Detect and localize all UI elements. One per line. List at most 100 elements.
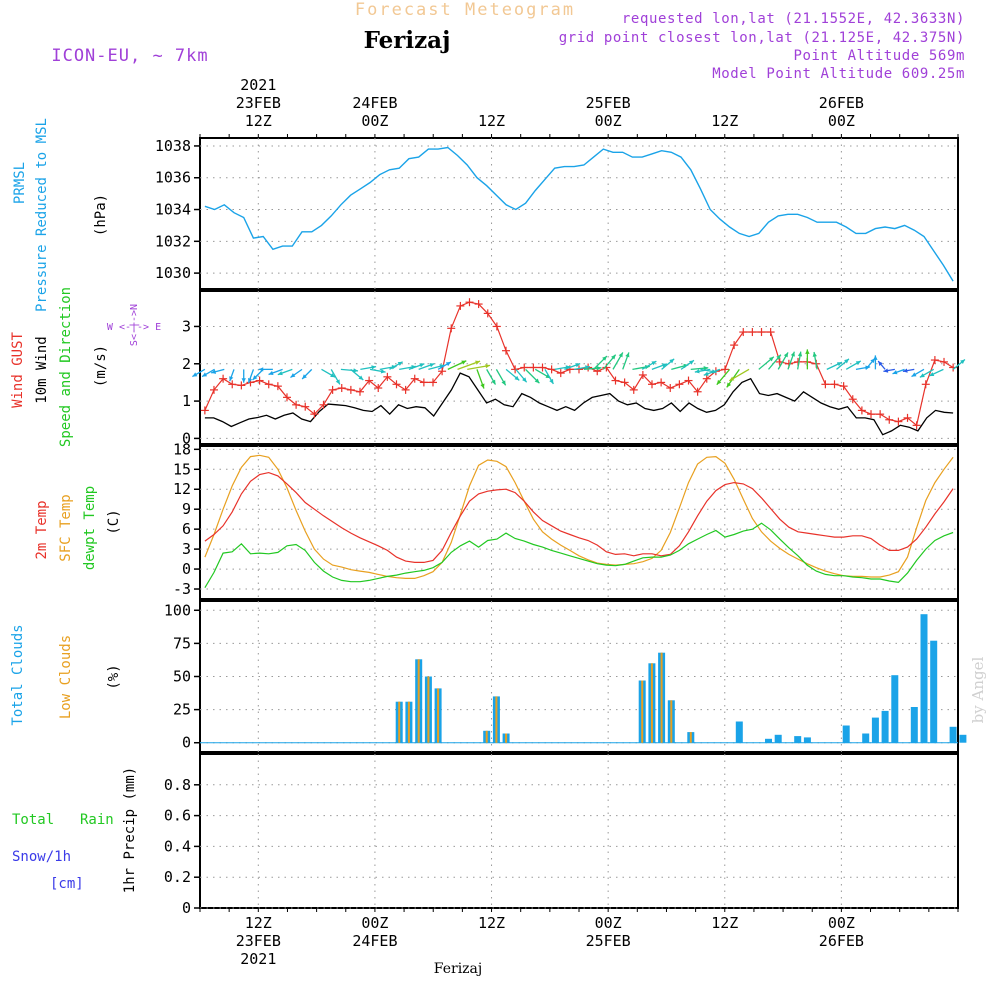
top-time-label: 00Z: [361, 112, 388, 130]
total-cloud-bar: [891, 675, 899, 743]
gust-marker: [346, 385, 355, 394]
compass-ns: S<-|->N: [129, 304, 140, 346]
low-cloud-bar: [660, 652, 663, 743]
y-tick-label: 12: [173, 480, 191, 498]
y-tick-label: 3: [182, 317, 191, 335]
y-tick-label: 1036: [155, 169, 191, 187]
wind-arrow: [805, 349, 810, 370]
gust-marker: [702, 374, 711, 383]
wind-arrow: [873, 355, 878, 370]
low-cloud-bar: [427, 676, 430, 743]
gust-marker: [255, 376, 264, 385]
y-tick-label: 0.4: [164, 837, 191, 855]
gust-marker: [465, 298, 474, 307]
total-cloud-bar: [881, 710, 889, 743]
gust-marker: [438, 367, 447, 376]
gust-marker: [930, 356, 939, 365]
gust-marker: [821, 380, 830, 389]
wind-arrow: [690, 366, 709, 371]
gust-marker: [529, 363, 538, 372]
total-cloud-bar: [774, 734, 782, 743]
wind-arrow: [192, 368, 206, 378]
panel-frame-2: [199, 445, 959, 600]
wind-arrow: [787, 351, 795, 370]
precip-snow-label: Snow/1h: [12, 849, 71, 865]
wind-arrow: [495, 369, 507, 386]
total-cloud-bar: [959, 734, 967, 743]
y-tick-label: 0: [182, 560, 191, 578]
gust-marker: [511, 365, 520, 374]
y-tick-label: 18: [173, 440, 191, 458]
wind-arrow: [389, 361, 403, 370]
compass-we: W <-|-> E: [107, 322, 161, 333]
bottom-time-label: 2021: [240, 950, 276, 968]
wind-arrow: [268, 368, 283, 376]
wind-arrow: [602, 354, 617, 370]
cloud-labels: Total Clouds Low Clouds (%): [10, 624, 122, 725]
wind-arrow: [883, 368, 895, 373]
wind-arrow: [593, 355, 608, 370]
y-tick-label: 1034: [155, 201, 191, 219]
gust-marker: [857, 406, 866, 415]
wind-arrow: [911, 368, 925, 378]
wind-dir-label: Speed and Direction: [58, 287, 74, 447]
total-cloud-bar: [803, 737, 811, 743]
gust-marker: [885, 415, 894, 424]
gust-marker: [374, 384, 383, 393]
grid-point-coords: grid point closest lon,lat (21.125E, 42.…: [559, 30, 965, 46]
wind-arrow: [929, 368, 944, 377]
wind-arrow: [583, 366, 602, 371]
gust-marker: [657, 378, 666, 387]
gust-marker: [355, 387, 364, 396]
gust-marker: [237, 381, 246, 390]
gust-marker: [547, 365, 556, 374]
wind-arrow: [622, 352, 630, 370]
wind-arrow: [247, 369, 255, 384]
gust-marker: [337, 384, 346, 393]
y-tick-label: 0.2: [164, 868, 191, 886]
gust-marker: [328, 385, 337, 394]
low-cloud-bar: [670, 700, 673, 743]
gust-marker: [310, 410, 319, 419]
wind-arrow: [877, 360, 886, 370]
gust-marker: [757, 328, 766, 337]
top-time-label: 12Z: [245, 112, 272, 130]
bottom-time-label: 26FEB: [819, 932, 864, 950]
low-cloud-bar: [398, 701, 401, 743]
wind-arrow: [716, 368, 731, 386]
y-tick-label: 1038: [155, 137, 191, 155]
wind-arrow: [544, 369, 554, 385]
gust-marker: [492, 322, 501, 331]
wind-arrow: [826, 361, 843, 370]
low-clouds-label: Low Clouds: [58, 635, 74, 719]
wind-arrow: [797, 351, 803, 370]
bottom-time-label: 23FEB: [236, 932, 281, 950]
gust-marker: [301, 402, 310, 411]
wind-unit: (m/s): [93, 345, 109, 387]
gust-marker: [921, 380, 930, 389]
precip-labels: Total Rain Snow/1h [cm] 1hr Precip (mm): [12, 767, 138, 893]
total-cloud-bar: [930, 640, 938, 743]
wind-line: [204, 372, 954, 436]
gust-marker: [538, 363, 547, 372]
gust-marker: [456, 301, 465, 310]
total-cloud-bar: [862, 733, 870, 743]
y-tick-label: 2: [182, 355, 191, 373]
wind-arrow: [768, 354, 782, 370]
gust-marker: [419, 378, 428, 387]
top-time-label: 25FEB: [586, 94, 631, 112]
gust-marker: [401, 385, 410, 394]
top-time-label: 12Z: [711, 112, 738, 130]
wind-arrow: [845, 360, 862, 370]
wind-arrow: [486, 369, 497, 385]
top-time-label: 00Z: [828, 112, 855, 130]
wind-arrow: [229, 369, 235, 382]
low-cloud-bar: [689, 732, 692, 743]
panel-frame-0: [199, 137, 959, 290]
y-tick-label: 0: [182, 429, 191, 447]
gust-marker: [200, 406, 209, 415]
bottom-location: Ferizaj: [434, 961, 482, 977]
wind-arrow: [321, 368, 336, 378]
wind-arrow: [467, 363, 491, 371]
low-cloud-bar: [417, 659, 420, 743]
